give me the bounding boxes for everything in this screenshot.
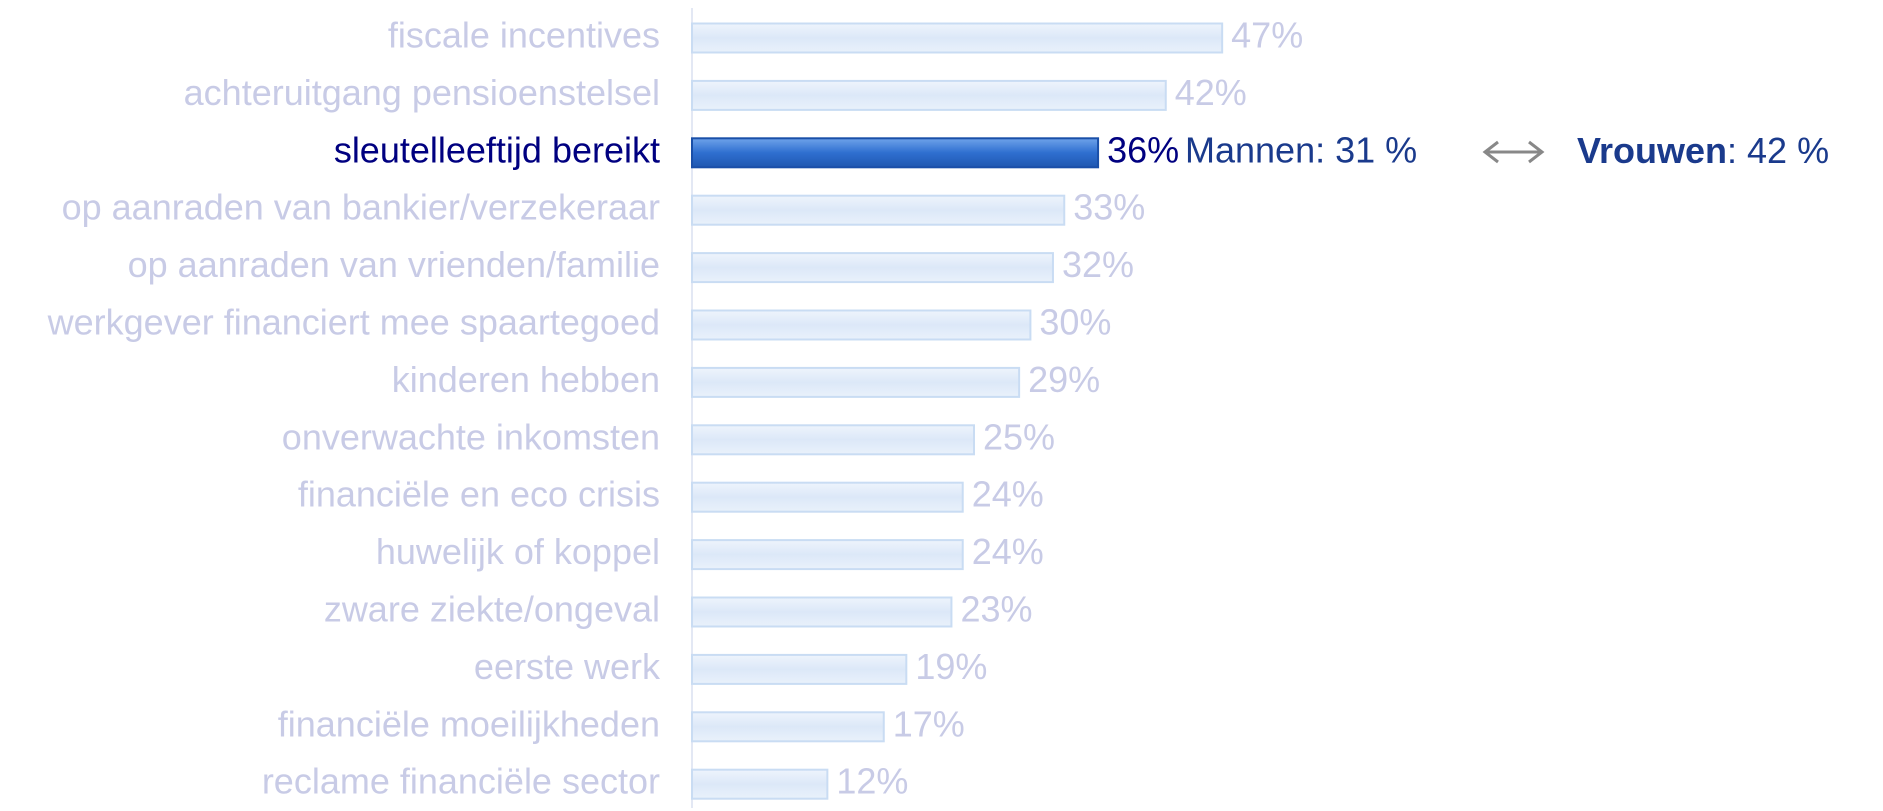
bar [691,481,964,513]
bar [691,711,885,743]
bar [691,194,1066,226]
value-label: 36% [1107,129,1179,170]
bar [691,653,908,685]
category-label: kinderen hebben [392,359,660,400]
value-label: 12% [836,761,908,802]
category-label: eerste werk [474,646,661,687]
bar [691,252,1054,284]
bar [691,79,1167,111]
category-label: sleutelleeftijd bereikt [334,129,660,170]
bar [691,309,1032,341]
value-label: 33% [1073,187,1145,228]
bar [691,366,1021,398]
category-label: op aanraden van bankier/verzekeraar [62,187,660,228]
category-label: zware ziekte/ongeval [324,589,660,630]
value-label: 25% [983,416,1055,457]
annotation-women: Vrouwen: 42 % [1577,130,1829,171]
value-label: 17% [893,703,965,744]
value-label: 24% [972,531,1044,572]
value-label: 47% [1231,15,1303,56]
value-label: 19% [915,646,987,687]
bar [691,539,964,571]
bar [691,424,975,456]
value-label: 24% [972,474,1044,515]
annotation: Mannen: 31 % Vrouwen: 42 % [1185,130,1829,171]
value-label: 42% [1175,72,1247,113]
bar [691,768,829,800]
category-label: huwelijk of koppel [376,531,660,572]
bar [691,596,953,628]
value-label: 23% [960,589,1032,630]
value-label: 29% [1028,359,1100,400]
category-label: op aanraden van vrienden/familie [128,244,660,285]
category-label: achteruitgang pensioenstelsel [184,72,660,113]
category-label: financiële en eco crisis [298,474,660,515]
category-label: fiscale incentives [388,15,660,56]
value-label: 30% [1039,302,1111,343]
bar [691,22,1224,54]
category-label: werkgever financiert mee spaartegoed [47,302,660,343]
category-label: reclame financiële sector [262,761,660,802]
annotation-men: Mannen: 31 % [1185,130,1417,171]
annotation-women-value: : 42 % [1727,130,1829,171]
bar [691,137,1100,169]
category-label: financiële moeilijkheden [278,703,660,744]
category-label: onverwachte inkomsten [282,416,660,457]
arrow [1482,140,1545,164]
value-label: 32% [1062,244,1134,285]
annotation-women-label: Vrouwen [1577,130,1727,171]
